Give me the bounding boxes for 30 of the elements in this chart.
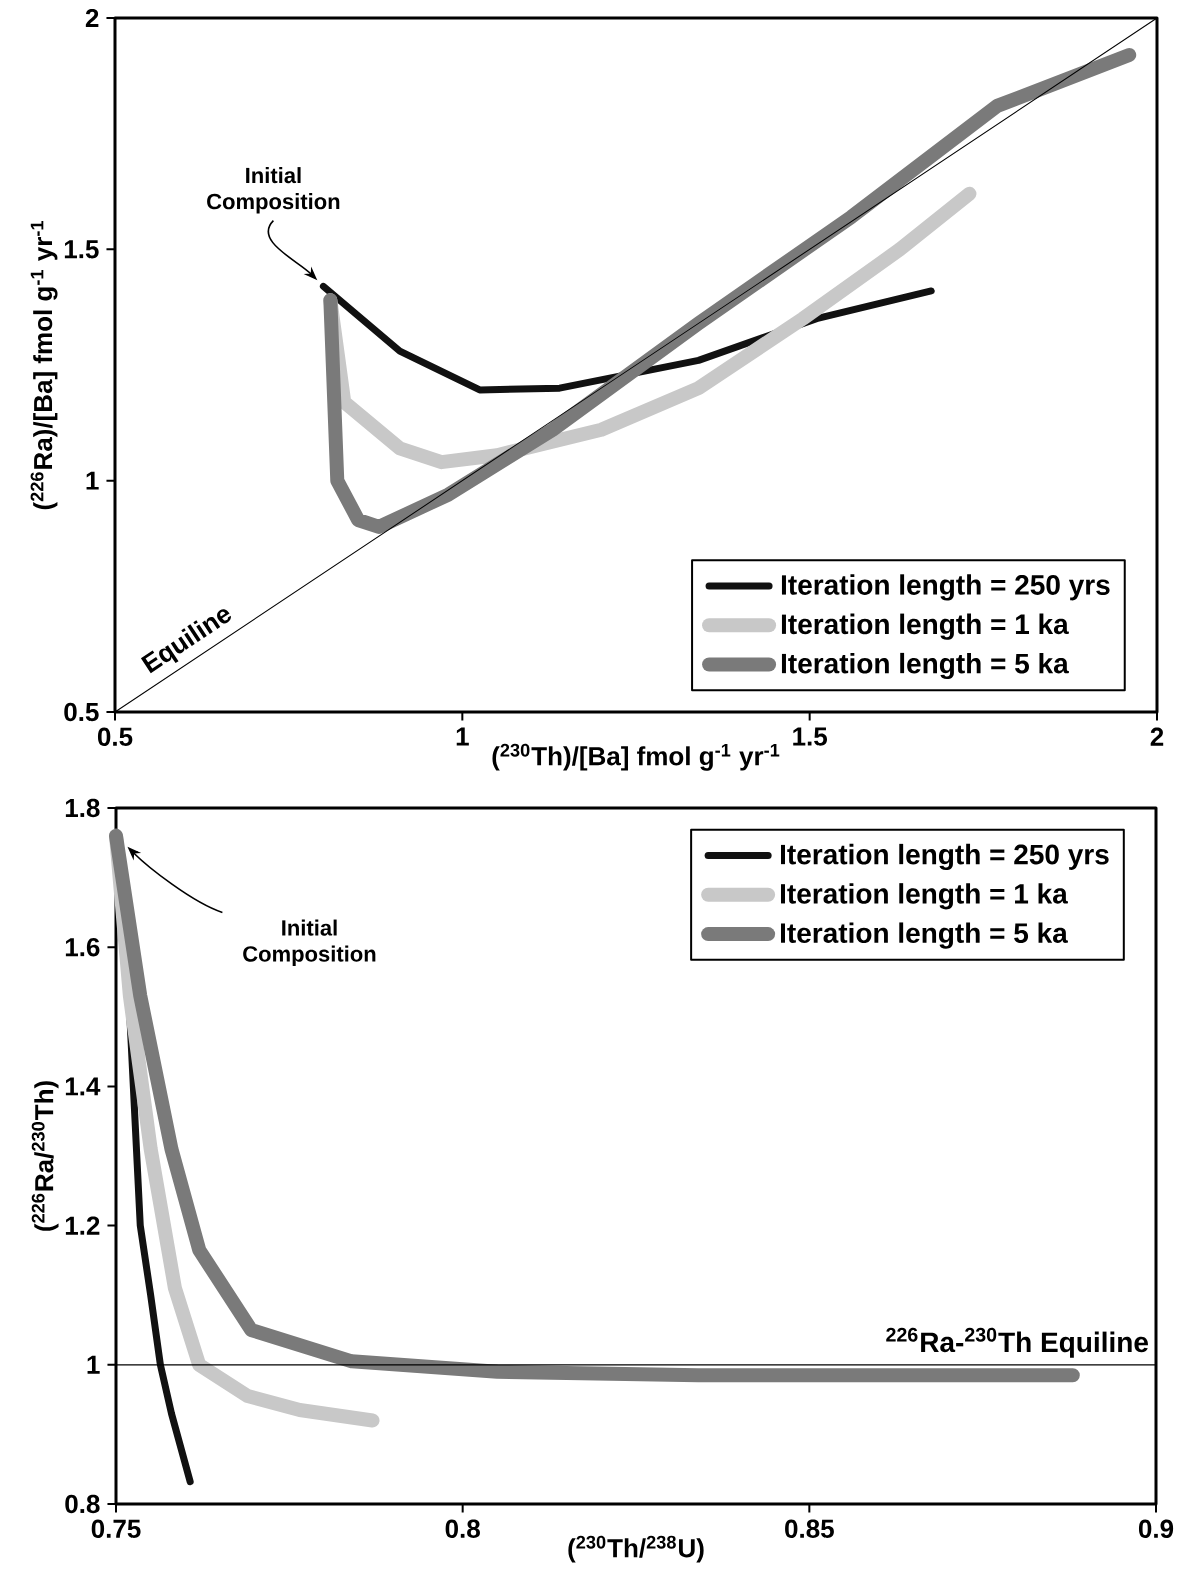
y-tick-label: 1 xyxy=(86,471,99,490)
legend-label: Iteration length = 250 yrs xyxy=(781,574,1110,601)
x-tick-label: 0.8 xyxy=(445,1519,480,1538)
y-tick-label: 1.6 xyxy=(65,937,100,957)
legend-label: Iteration length = 5 ka xyxy=(781,922,1068,949)
y-tick-label: 2 xyxy=(85,8,99,28)
y-tick-label: 0.8 xyxy=(65,1494,100,1514)
legend-label: Iteration length = 5 ka xyxy=(781,652,1069,680)
y-tick-label: 0.5 xyxy=(64,702,99,722)
y-axis-title: ($^{226}$Ra/$^{230}$Th) xyxy=(31,1081,59,1231)
x-tick-label: 0.85 xyxy=(785,1519,834,1538)
y-tick-label: 1.8 xyxy=(65,798,100,818)
x-tick-label: 1 xyxy=(456,727,469,746)
x-tick-label: 0.75 xyxy=(91,1519,141,1538)
legend-label: Iteration length = 250 yrs xyxy=(781,843,1109,871)
legend-label: Iteration length = 1 ka xyxy=(781,613,1069,640)
y-axis-title: ($^{226}$Ra)/[Ba] fmol g$^{-1}$ yr$^{-1}$ xyxy=(30,220,58,510)
x-tick-label: 1.5 xyxy=(793,727,828,746)
x-tick-label: 2 xyxy=(1150,727,1164,746)
x-axis-title: ($^{230}$Th/$^{238}$U) xyxy=(568,1535,704,1563)
y-tick-label: 1.4 xyxy=(65,1077,101,1096)
y-tick-label: 1.5 xyxy=(64,240,99,259)
y-tick-label: 1 xyxy=(87,1355,100,1374)
annotation: Initial Composition xyxy=(207,167,340,214)
x-axis-title: ($^{230}$Th)/[Ba] fmol g$^{-1}$ yr$^{-1}$ xyxy=(492,743,780,771)
annotation: Initial Composition xyxy=(243,919,376,967)
x-tick-label: 0.9 xyxy=(1138,1519,1174,1538)
y-tick-label: 1.2 xyxy=(65,1216,100,1235)
legend-label: Iteration length = 1 ka xyxy=(781,883,1068,910)
ref-line-label: $^{226}$Ra-$^{230}$Th Equiline xyxy=(886,1327,1148,1358)
